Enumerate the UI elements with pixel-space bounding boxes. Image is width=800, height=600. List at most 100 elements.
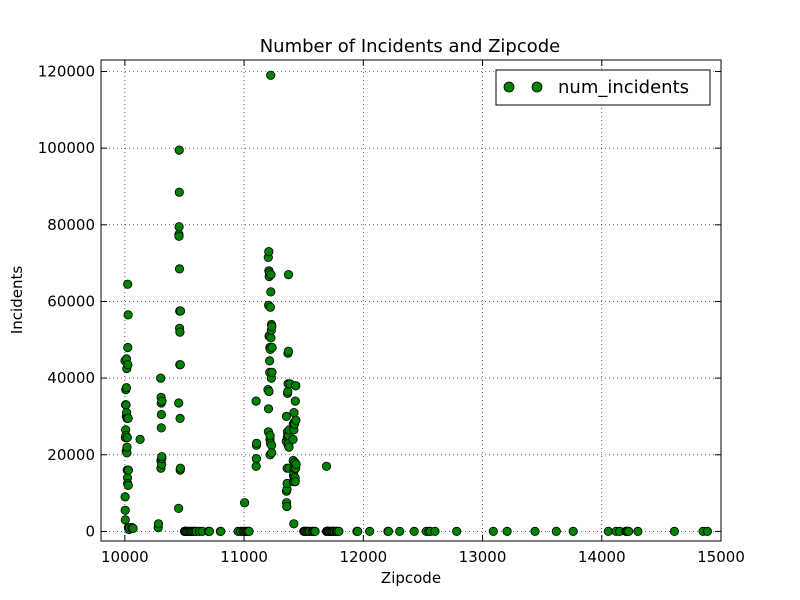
- data-point: [284, 442, 294, 452]
- legend-label: num_incidents: [558, 77, 689, 98]
- data-point: [174, 503, 184, 513]
- y-tick-labels: 0 20000 40000 60000 80000 100000 120000: [38, 62, 95, 540]
- data-point: [283, 346, 293, 356]
- data-point: [123, 480, 133, 490]
- data-point: [123, 465, 133, 475]
- data-point: [128, 523, 138, 534]
- data-points: [120, 70, 713, 537]
- data-point: [383, 526, 394, 537]
- data-point: [156, 423, 166, 433]
- data-point: [669, 526, 680, 537]
- data-point: [135, 434, 145, 444]
- chart-title: Number of Incidents and Zipcode: [260, 36, 561, 57]
- data-point: [251, 461, 261, 471]
- data-point: [289, 407, 299, 418]
- data-point: [310, 526, 320, 537]
- data-point: [290, 476, 300, 487]
- data-point: [123, 310, 133, 320]
- data-point: [123, 413, 133, 423]
- legend: num_incidents: [495, 69, 711, 106]
- data-point: [175, 463, 185, 473]
- data-point: [252, 438, 262, 448]
- data-point: [122, 442, 132, 452]
- data-point: [265, 430, 275, 441]
- data-point: [175, 306, 186, 316]
- data-point: [409, 526, 419, 537]
- data-point: [240, 498, 250, 508]
- legend-marker-left: [503, 81, 515, 93]
- data-point: [288, 434, 298, 444]
- data-point: [264, 386, 274, 397]
- x-tick-labels: 10000 11000 12000 13000 14000 15000: [101, 548, 745, 566]
- y-tick-label: 120000: [38, 62, 95, 80]
- axis-ticks: [101, 60, 722, 541]
- x-tick-label: 13000: [459, 548, 507, 566]
- data-point: [175, 327, 185, 337]
- data-point: [175, 360, 185, 370]
- data-point: [702, 526, 713, 537]
- data-point: [266, 440, 277, 450]
- data-point: [156, 373, 166, 383]
- data-point: [551, 526, 561, 537]
- data-point: [266, 333, 276, 343]
- data-point: [156, 409, 166, 420]
- data-point: [216, 526, 226, 537]
- y-tick-label: 60000: [47, 292, 95, 310]
- data-point: [266, 269, 276, 280]
- data-point: [157, 452, 167, 462]
- data-point: [291, 459, 301, 469]
- y-tick-label: 0: [85, 522, 95, 540]
- data-point: [395, 526, 405, 537]
- x-tick-label: 11000: [220, 548, 268, 566]
- data-point: [157, 396, 167, 406]
- data-point: [174, 187, 184, 197]
- data-point: [291, 415, 301, 425]
- data-point: [603, 526, 613, 537]
- data-point: [321, 461, 332, 471]
- data-point: [502, 526, 512, 537]
- x-tick-label: 10000: [101, 548, 149, 566]
- data-point: [123, 360, 133, 370]
- data-point: [174, 231, 184, 241]
- y-tick-label: 40000: [47, 369, 95, 387]
- data-point: [121, 383, 132, 393]
- data-point: [430, 526, 440, 537]
- data-point: [488, 526, 498, 537]
- data-point: [174, 264, 185, 274]
- data-point: [290, 396, 300, 406]
- data-point: [334, 526, 344, 537]
- data-point: [175, 413, 185, 423]
- data-point: [244, 526, 254, 537]
- data-point: [120, 505, 130, 515]
- x-tick-label: 12000: [339, 548, 387, 566]
- data-point: [267, 342, 277, 353]
- data-point: [120, 515, 130, 525]
- data-point: [568, 526, 578, 537]
- data-point: [266, 287, 276, 297]
- data-point: [263, 404, 274, 414]
- data-point: [174, 398, 184, 408]
- data-point: [265, 302, 275, 312]
- data-point: [282, 501, 292, 512]
- data-point: [633, 526, 643, 537]
- y-tick-label: 100000: [38, 139, 95, 157]
- data-point: [204, 526, 215, 537]
- data-point: [121, 400, 131, 410]
- data-point: [267, 321, 277, 331]
- data-point: [122, 432, 132, 443]
- data-point: [251, 453, 261, 464]
- y-tick-label: 80000: [47, 216, 95, 234]
- data-point: [530, 526, 540, 537]
- data-point: [289, 519, 299, 529]
- data-point: [120, 492, 130, 502]
- data-point: [153, 519, 164, 529]
- data-point: [123, 279, 133, 289]
- x-tick-label: 14000: [578, 548, 626, 566]
- data-point: [365, 526, 375, 537]
- data-point: [281, 411, 291, 421]
- data-point: [283, 386, 293, 397]
- y-tick-label: 20000: [47, 446, 95, 464]
- legend-marker-right: [531, 81, 543, 93]
- data-point: [123, 342, 133, 353]
